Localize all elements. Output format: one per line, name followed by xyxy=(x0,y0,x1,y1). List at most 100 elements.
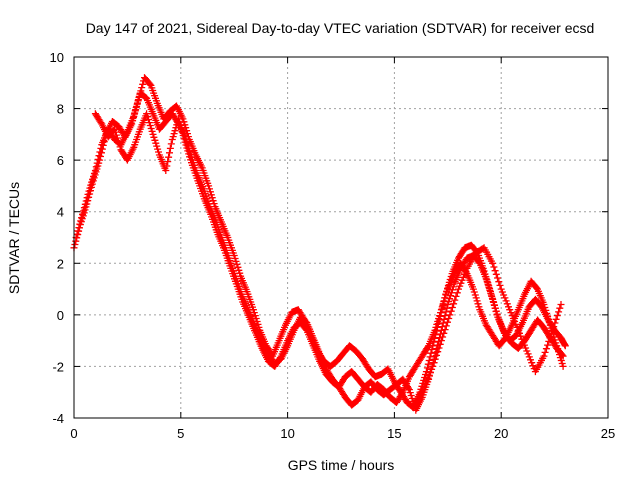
data-point xyxy=(164,158,172,166)
data-point xyxy=(492,270,500,278)
data-point xyxy=(424,343,432,351)
data-point xyxy=(71,241,79,248)
data-point xyxy=(556,351,563,359)
data-point xyxy=(79,210,86,218)
x-tick-label: 0 xyxy=(70,426,77,441)
data-point xyxy=(443,304,451,312)
data-point xyxy=(494,274,501,282)
x-axis-ticks: 0 5 10 15 20 25 xyxy=(70,57,615,441)
data-point xyxy=(93,159,101,167)
y-tick-label: 4 xyxy=(57,205,64,220)
data-point xyxy=(423,364,431,372)
data-point xyxy=(544,341,552,349)
data-point xyxy=(163,162,171,170)
data-point xyxy=(115,140,123,148)
data-point xyxy=(493,310,501,318)
data-point xyxy=(448,304,456,311)
data-point xyxy=(420,383,428,391)
data-point xyxy=(134,96,142,104)
data-point xyxy=(545,337,553,345)
x-tick-label: 25 xyxy=(601,426,615,441)
data-point xyxy=(422,368,430,376)
data-point xyxy=(542,306,550,314)
data-point xyxy=(546,334,554,342)
data-point xyxy=(82,197,90,205)
data-point xyxy=(171,127,179,135)
data-point xyxy=(544,312,552,320)
data-point xyxy=(438,303,446,311)
data-point xyxy=(540,301,548,308)
data-point xyxy=(428,365,436,373)
data-points xyxy=(70,74,569,414)
data-point xyxy=(205,182,213,190)
data-point xyxy=(528,359,536,367)
data-point xyxy=(132,106,140,114)
data-point xyxy=(155,148,162,156)
data-point xyxy=(232,257,240,265)
data-point xyxy=(96,148,104,156)
data-point xyxy=(80,204,88,212)
data-point xyxy=(398,390,406,398)
series-trace-c xyxy=(91,110,567,406)
data-point xyxy=(555,308,563,316)
data-point xyxy=(561,342,569,350)
data-point xyxy=(182,141,190,149)
data-point xyxy=(474,300,482,308)
data-point xyxy=(73,230,81,238)
data-point xyxy=(509,315,517,322)
data-point xyxy=(507,309,515,317)
y-tick-label: 8 xyxy=(57,102,64,117)
data-point xyxy=(514,326,522,334)
data-point xyxy=(178,128,186,136)
data-point xyxy=(138,84,146,92)
y-tick-label: -2 xyxy=(52,359,64,374)
y-tick-label: 6 xyxy=(57,153,64,168)
data-point xyxy=(488,292,496,300)
data-point xyxy=(496,281,504,289)
data-point xyxy=(444,318,451,326)
data-point xyxy=(457,279,465,287)
data-point xyxy=(74,227,82,235)
data-point xyxy=(145,116,152,124)
data-point xyxy=(491,267,499,275)
data-point xyxy=(434,348,442,356)
y-tick-label: 10 xyxy=(50,50,64,65)
x-axis-label: GPS time / hours xyxy=(288,457,395,473)
data-point xyxy=(206,188,214,196)
data-point xyxy=(433,351,440,359)
data-point xyxy=(143,110,151,118)
data-point xyxy=(489,259,497,267)
data-point xyxy=(177,122,184,129)
data-point xyxy=(81,200,89,208)
chart-title: Day 147 of 2021, Sidereal Day-to-day VTE… xyxy=(86,20,595,36)
data-point xyxy=(524,350,532,358)
grid-lines xyxy=(74,57,608,418)
data-point xyxy=(146,80,154,88)
data-point xyxy=(552,315,560,323)
data-point xyxy=(453,289,461,297)
data-point xyxy=(427,349,435,357)
data-point xyxy=(131,109,139,117)
data-point xyxy=(97,144,105,152)
data-point xyxy=(549,326,556,334)
data-point xyxy=(452,292,460,300)
data-point xyxy=(472,294,480,302)
x-tick-label: 20 xyxy=(494,426,508,441)
data-point xyxy=(423,377,431,385)
data-point xyxy=(542,345,550,353)
data-point xyxy=(407,392,415,399)
data-point xyxy=(557,357,565,364)
data-point xyxy=(165,153,173,161)
data-point xyxy=(440,297,448,305)
data-point xyxy=(483,278,491,286)
data-point xyxy=(113,134,121,142)
data-point xyxy=(426,353,434,361)
data-point xyxy=(148,127,156,135)
x-tick-label: 10 xyxy=(280,426,294,441)
data-point xyxy=(547,330,555,338)
data-point xyxy=(557,301,565,308)
data-point xyxy=(428,346,436,353)
data-point xyxy=(186,153,194,161)
data-point xyxy=(436,340,444,348)
y-axis-ticks: -4 -2 0 2 4 6 8 10 xyxy=(50,50,608,426)
